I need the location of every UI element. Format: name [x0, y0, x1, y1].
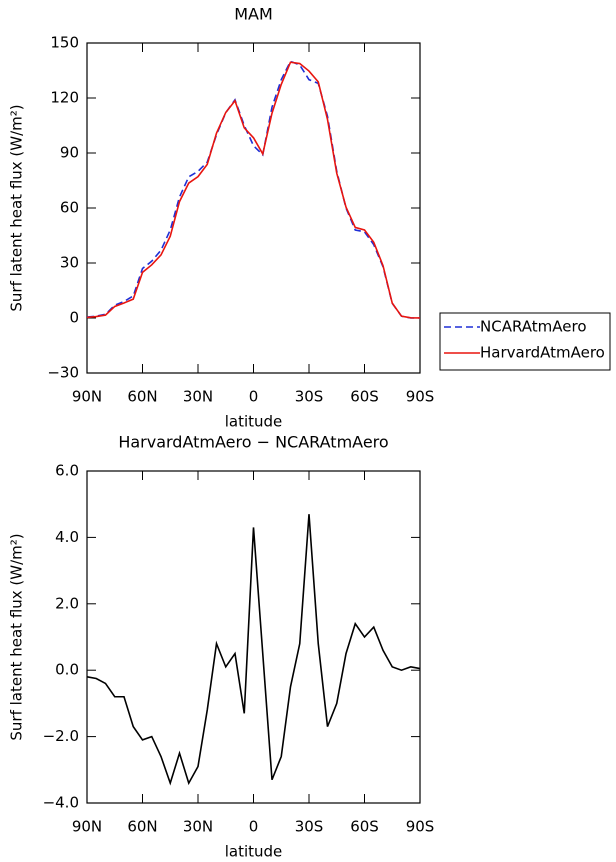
x-tick-label: 30N — [183, 818, 213, 836]
x-axis-label: latitude — [225, 843, 283, 861]
chart-title: HarvardAtmAero − NCARAtmAero — [118, 433, 388, 452]
x-tick-label: 90S — [406, 818, 435, 836]
x-tick-label: 90N — [72, 818, 102, 836]
legend-label: HarvardAtmAero — [480, 344, 605, 362]
y-tick-label: −4.0 — [43, 794, 79, 812]
y-tick-label: 0.0 — [55, 661, 79, 679]
y-tick-label: −2.0 — [43, 727, 79, 745]
x-tick-label: 60S — [350, 388, 379, 406]
data-line — [86, 61, 421, 319]
y-tick-label: −30 — [47, 364, 79, 382]
x-tick-label: 90S — [406, 388, 435, 406]
x-axis-label: latitude — [225, 413, 283, 431]
y-tick-label: 120 — [50, 89, 79, 107]
plot-frame — [86, 42, 421, 374]
x-tick-label: 60S — [350, 818, 379, 836]
chart-title: MAM — [234, 5, 273, 24]
x-tick-label: 30S — [295, 388, 324, 406]
x-tick-label: 60N — [127, 388, 157, 406]
x-tick-label: 90N — [72, 388, 102, 406]
y-axis-label: Surf latent heat flux (W/m²) — [8, 533, 26, 740]
legend-box — [439, 312, 611, 371]
x-tick-label: 0 — [249, 388, 259, 406]
x-tick-label: 60N — [127, 818, 157, 836]
x-tick-label: 0 — [249, 818, 259, 836]
x-tick-label: 30N — [183, 388, 213, 406]
y-tick-label: 2.0 — [55, 594, 79, 612]
data-line — [86, 514, 421, 786]
legend-label: NCARAtmAero — [480, 318, 587, 336]
y-tick-label: 90 — [60, 144, 79, 162]
y-tick-label: 60 — [60, 199, 79, 217]
x-tick-label: 30S — [295, 818, 324, 836]
y-tick-label: 6.0 — [55, 462, 79, 480]
y-tick-label: 4.0 — [55, 528, 79, 546]
y-tick-label: 30 — [60, 254, 79, 272]
y-tick-label: 0 — [69, 309, 79, 327]
data-line — [86, 60, 420, 319]
y-tick-label: 150 — [50, 34, 79, 52]
y-axis-label: Surf latent heat flux (W/m²) — [8, 104, 26, 311]
plot-frame — [86, 470, 421, 804]
